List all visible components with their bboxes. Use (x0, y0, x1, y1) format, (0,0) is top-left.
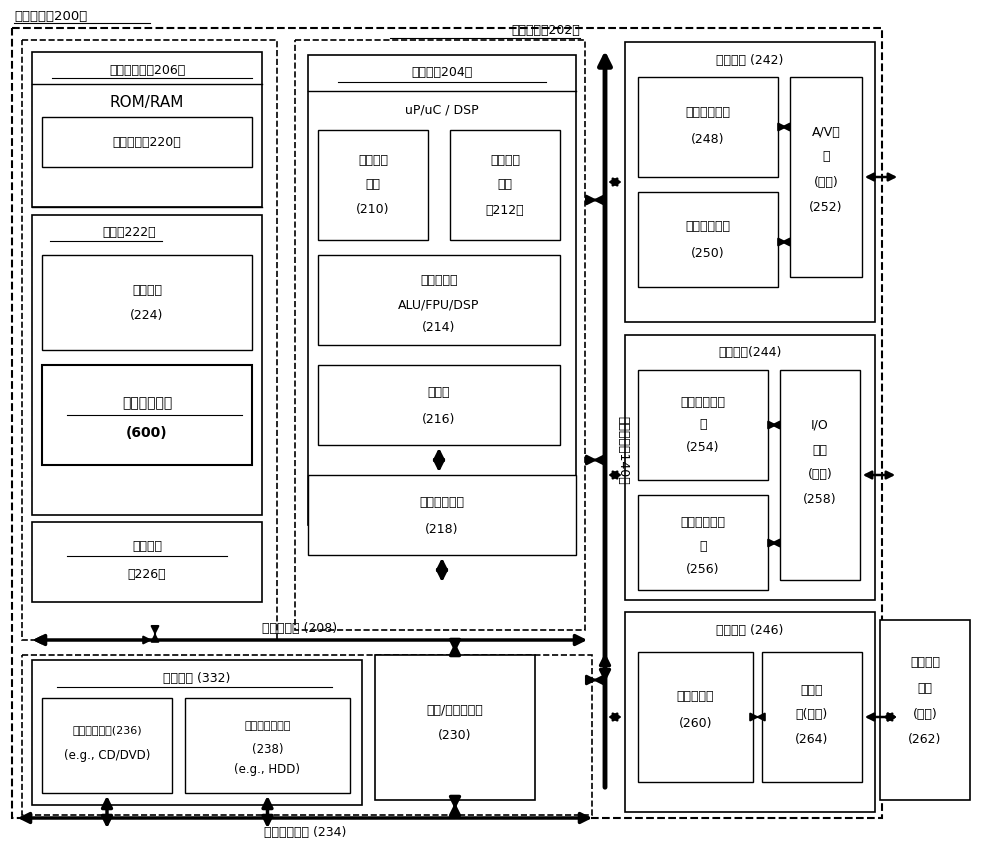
Text: 通信设备 (246): 通信设备 (246) (716, 624, 784, 636)
Text: 缓存: 缓存 (366, 179, 380, 192)
Text: (600): (600) (126, 426, 168, 440)
Text: 接口总线（140）: 接口总线（140） (616, 416, 630, 485)
FancyBboxPatch shape (625, 42, 875, 322)
FancyBboxPatch shape (790, 77, 862, 277)
Text: (多个): (多个) (913, 707, 937, 721)
FancyBboxPatch shape (308, 55, 576, 525)
Text: 并行接口控制: 并行接口控制 (680, 516, 726, 529)
Text: 处理器（204）: 处理器（204） (411, 66, 473, 79)
Text: 可移除储存器(236): 可移除储存器(236) (72, 725, 142, 735)
Text: (216): (216) (422, 413, 456, 427)
Text: (多个): (多个) (808, 469, 832, 481)
FancyBboxPatch shape (32, 215, 262, 515)
Text: ALU/FPU/DSP: ALU/FPU/DSP (398, 298, 480, 312)
FancyBboxPatch shape (450, 130, 560, 240)
Text: 寄存器: 寄存器 (428, 387, 450, 400)
Text: (e.g., CD/DVD): (e.g., CD/DVD) (64, 750, 150, 763)
Text: 端口: 端口 (812, 444, 828, 457)
FancyBboxPatch shape (32, 660, 362, 805)
FancyBboxPatch shape (625, 335, 875, 600)
FancyBboxPatch shape (318, 255, 560, 345)
Text: (248): (248) (691, 133, 725, 146)
Text: I/O: I/O (811, 418, 829, 431)
Text: 总线/接口控制器: 总线/接口控制器 (427, 704, 483, 717)
Text: 一级高速: 一级高速 (358, 153, 388, 166)
Text: (256): (256) (686, 563, 720, 577)
FancyBboxPatch shape (318, 365, 560, 445)
Text: ROM/RAM: ROM/RAM (110, 95, 184, 110)
Text: (238): (238) (252, 744, 283, 757)
Text: 器: 器 (699, 540, 707, 554)
Text: 不可移除储存器: 不可移除储存器 (244, 721, 291, 731)
Text: 其他计算: 其他计算 (910, 655, 940, 669)
Text: 外设接口(244): 外设接口(244) (718, 347, 782, 360)
Text: 网络控制器: 网络控制器 (677, 690, 714, 704)
Text: 图像处理单元: 图像处理单元 (686, 106, 730, 118)
Text: (210): (210) (356, 204, 390, 216)
Text: (218): (218) (425, 523, 459, 537)
Text: (258): (258) (803, 493, 837, 506)
Text: 通信端: 通信端 (801, 683, 823, 696)
Text: (260): (260) (679, 717, 712, 730)
FancyBboxPatch shape (318, 130, 428, 240)
Text: 二级高速: 二级高速 (490, 153, 520, 166)
Text: 音频处理单元: 音频处理单元 (686, 221, 730, 233)
FancyBboxPatch shape (638, 495, 768, 590)
FancyBboxPatch shape (42, 255, 252, 350)
FancyBboxPatch shape (185, 698, 350, 793)
Text: （226）: （226） (128, 567, 166, 580)
Text: （212）: （212） (486, 204, 524, 216)
Text: 基本配置（202）: 基本配置（202） (511, 24, 580, 37)
Text: (252): (252) (809, 200, 843, 214)
Text: 口(多个): 口(多个) (796, 707, 828, 721)
Text: 储存设备 (332): 储存设备 (332) (163, 671, 231, 684)
Text: 其他应用: 其他应用 (132, 284, 162, 296)
Text: 系统存储器（206）: 系统存储器（206） (109, 64, 185, 77)
Text: 操作系统（220）: 操作系统（220） (113, 135, 181, 148)
Text: (230): (230) (438, 728, 472, 741)
FancyBboxPatch shape (762, 652, 862, 782)
FancyBboxPatch shape (638, 652, 753, 782)
Text: uP/uC / DSP: uP/uC / DSP (405, 103, 479, 117)
Text: 异常检测装置: 异常检测装置 (122, 396, 172, 410)
Text: (e.g., HDD): (e.g., HDD) (234, 763, 300, 776)
Text: 器: 器 (699, 418, 707, 431)
Text: 缓存: 缓存 (498, 179, 512, 192)
FancyBboxPatch shape (32, 522, 262, 602)
Text: 储存接口总线 (234): 储存接口总线 (234) (264, 826, 346, 838)
Text: A/V端: A/V端 (812, 125, 840, 139)
Text: 设备: 设备 (918, 682, 932, 694)
FancyBboxPatch shape (638, 192, 778, 287)
FancyBboxPatch shape (42, 365, 252, 465)
Text: (多个): (多个) (814, 176, 838, 188)
FancyBboxPatch shape (638, 370, 768, 480)
FancyBboxPatch shape (32, 52, 262, 207)
FancyBboxPatch shape (375, 655, 535, 800)
Text: 处理器核心: 处理器核心 (420, 273, 458, 286)
FancyBboxPatch shape (638, 77, 778, 177)
FancyBboxPatch shape (780, 370, 860, 580)
Text: (224): (224) (130, 308, 164, 321)
Text: 程序数据: 程序数据 (132, 540, 162, 554)
Text: 应用（222）: 应用（222） (102, 227, 156, 239)
Text: 存储器总线 (208): 存储器总线 (208) (262, 621, 338, 635)
Text: 输出设备 (242): 输出设备 (242) (716, 54, 784, 66)
FancyBboxPatch shape (625, 612, 875, 812)
FancyBboxPatch shape (880, 620, 970, 800)
Text: (262): (262) (908, 734, 942, 746)
Text: (264): (264) (795, 733, 829, 746)
Text: 监控设备（200）: 监控设备（200） (14, 9, 87, 22)
Text: 存储器控制器: 存储器控制器 (420, 497, 464, 509)
FancyBboxPatch shape (42, 698, 172, 793)
Text: (214): (214) (422, 320, 456, 333)
Text: 串行接口控制: 串行接口控制 (680, 395, 726, 408)
Text: (254): (254) (686, 441, 720, 454)
Text: 口: 口 (822, 151, 830, 164)
FancyBboxPatch shape (308, 475, 576, 555)
FancyBboxPatch shape (42, 117, 252, 167)
Text: (250): (250) (691, 247, 725, 261)
